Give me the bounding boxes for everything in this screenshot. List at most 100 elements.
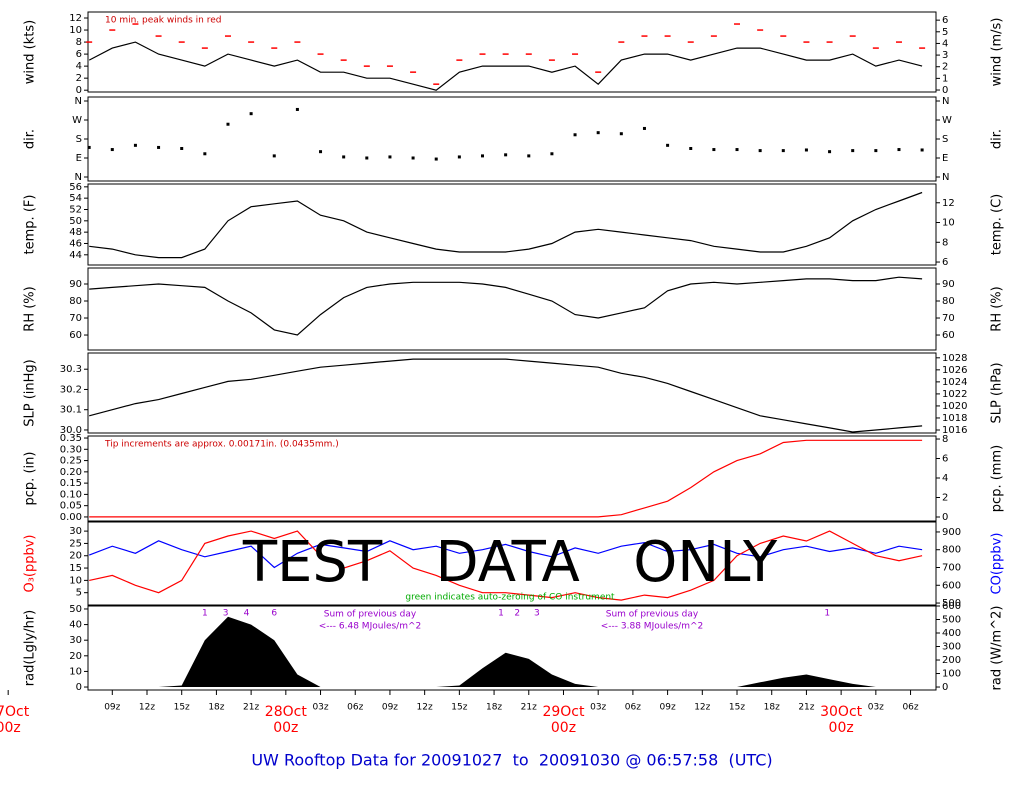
- x-tick-label: 06z: [902, 703, 918, 713]
- caption: UW Rooftop Data for 20091027 to 20091030…: [251, 751, 772, 770]
- y2-tick-label: 100: [942, 669, 961, 680]
- y2-tick-label: 600: [942, 580, 961, 591]
- day-label: 29Oct: [542, 704, 585, 720]
- x-tick-label: 15z: [729, 703, 745, 713]
- data-point: [758, 149, 762, 153]
- annotation: Sum of previous day: [606, 610, 699, 620]
- y2-tick-label: 700: [942, 562, 961, 573]
- y-tick-label: 0.20: [60, 467, 82, 478]
- y2-tick-label: 3: [942, 50, 948, 61]
- hour-marker: 1: [824, 609, 830, 619]
- data-point: [596, 131, 600, 135]
- panel-frame: [87, 96, 937, 182]
- y2-axis-label: RH (%): [990, 286, 1005, 331]
- data-area: [89, 616, 923, 688]
- y2-tick-label: 4: [942, 38, 948, 49]
- y-tick-label: 56: [69, 182, 82, 193]
- y-tick-label: 0.05: [60, 501, 82, 512]
- data-line: [89, 530, 923, 601]
- y2-tick-label: 600: [942, 601, 961, 612]
- y2-tick-label: 0: [942, 682, 948, 693]
- y2-tick-label: E: [942, 153, 948, 164]
- y-axis-label: pcp. (in): [23, 452, 38, 506]
- x-tick-label: 12z: [417, 703, 433, 713]
- day-label: 00z: [551, 720, 576, 736]
- y2-axis-label: rad (W/m^2): [990, 606, 1005, 691]
- hour-marker: 1: [498, 609, 504, 619]
- y2-tick-label: 60: [942, 330, 955, 341]
- y2-tick-label: 90: [942, 279, 955, 290]
- panel-frame: [87, 352, 937, 434]
- y2-tick-label: S: [942, 134, 948, 145]
- y-tick-label: N: [75, 96, 82, 107]
- data-point: [781, 149, 785, 153]
- x-tick-label: 18z: [486, 703, 502, 713]
- y-tick-label: 15: [69, 563, 82, 574]
- y-tick-label: 0: [76, 85, 82, 96]
- y-tick-label: 0.30: [60, 444, 82, 455]
- y2-tick-label: 70: [942, 313, 955, 324]
- y-tick-label: W: [72, 115, 82, 126]
- data-point: [504, 153, 508, 157]
- y2-tick-label: 4: [942, 473, 948, 484]
- data-point: [157, 145, 161, 149]
- y-tick-label: 0.35: [60, 433, 82, 444]
- y-tick-label: 0: [76, 682, 82, 693]
- data-point: [272, 154, 276, 158]
- y-tick-label: 0.00: [60, 512, 82, 523]
- data-point: [411, 156, 415, 160]
- day-label: 00z: [0, 720, 21, 736]
- y-tick-label: 40: [69, 620, 82, 631]
- y2-tick-label: 1024: [942, 377, 967, 388]
- x-tick-label: 12z: [139, 703, 155, 713]
- annotation: Sum of previous day: [324, 610, 417, 620]
- data-point: [295, 107, 299, 111]
- y-tick-label: 10: [69, 25, 82, 36]
- data-point: [226, 122, 230, 126]
- data-point: [712, 148, 716, 152]
- annotation: green indicates auto-zeroing of CO instr…: [405, 593, 615, 603]
- y-tick-label: E: [76, 153, 82, 164]
- y-tick-label: 80: [69, 296, 82, 307]
- hour-marker: 4: [244, 609, 250, 619]
- data-point: [897, 148, 901, 152]
- x-tick-label: 09z: [660, 703, 676, 713]
- data-point: [804, 148, 808, 152]
- x-tick-label: 18z: [764, 703, 780, 713]
- y2-axis-label: temp. (C): [990, 194, 1005, 256]
- y-tick-label: 0.10: [60, 489, 82, 500]
- y-axis-label: dir.: [23, 129, 38, 149]
- y2-tick-label: 1026: [942, 365, 967, 376]
- x-tick-label: 21z: [521, 703, 537, 713]
- data-line: [89, 358, 923, 433]
- y2-axis-label: dir.: [990, 129, 1005, 149]
- y-tick-label: 30: [69, 526, 82, 537]
- y2-axis-label: pcp. (mm): [990, 445, 1005, 512]
- data-point: [87, 145, 91, 149]
- y2-tick-label: 0: [942, 85, 948, 96]
- y2-tick-label: 6: [942, 15, 948, 26]
- hour-marker: 2: [514, 609, 520, 619]
- y-tick-label: 60: [69, 330, 82, 341]
- y-tick-label: 30.1: [60, 405, 82, 416]
- data-point: [550, 152, 554, 156]
- y-tick-label: 6: [76, 49, 82, 60]
- x-tick-label: 21z: [243, 703, 259, 713]
- x-tick-label: 09z: [104, 703, 120, 713]
- day-label: 00z: [829, 720, 854, 736]
- y-tick-label: 10: [69, 575, 82, 586]
- data-point: [133, 143, 137, 147]
- data-point: [249, 112, 253, 116]
- x-tick-label: 18z: [208, 703, 224, 713]
- y2-tick-label: 8: [942, 237, 948, 248]
- panel-frame: [87, 605, 937, 691]
- y2-tick-label: 900: [942, 527, 961, 538]
- day-label: 27Oct: [0, 704, 30, 720]
- hour-marker: 3: [223, 609, 229, 619]
- y-axis-label: wind (kts): [23, 20, 38, 84]
- panel-frame: [87, 267, 937, 351]
- data-point: [573, 133, 577, 137]
- x-tick-label: 03z: [868, 703, 884, 713]
- y-tick-label: 0.25: [60, 456, 82, 467]
